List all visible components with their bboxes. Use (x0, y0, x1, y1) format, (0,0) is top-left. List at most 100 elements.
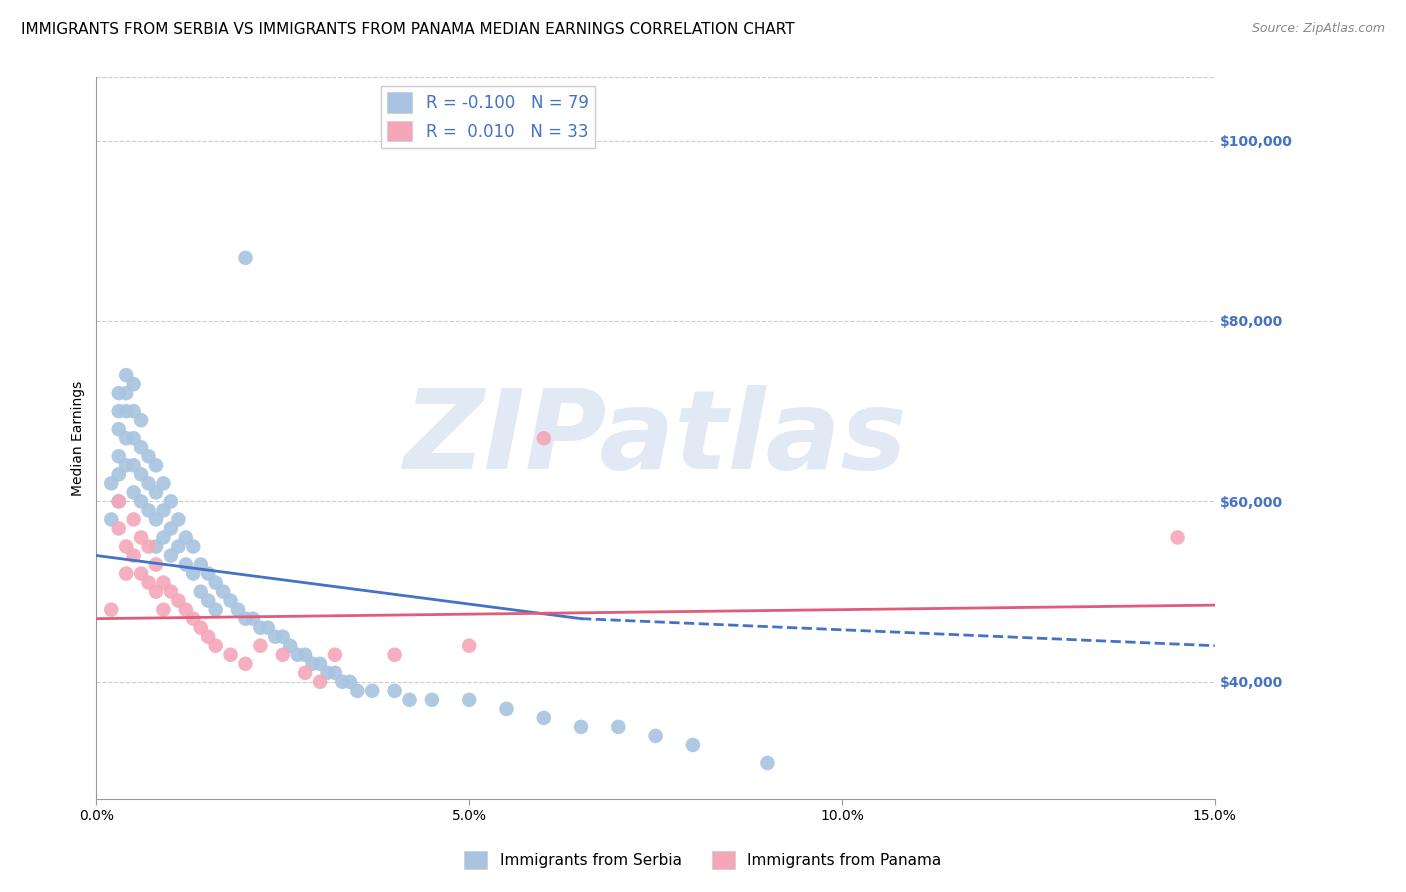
Point (316, 665, 339, 680)
Point (122, 458, 145, 473)
Point (458, 693, 481, 707)
Point (107, 521, 129, 535)
Point (115, 368, 138, 383)
Point (197, 630, 219, 644)
Point (181, 612, 204, 626)
Legend: R = -0.100   N = 79, R =  0.010   N = 33: R = -0.100 N = 79, R = 0.010 N = 33 (381, 86, 595, 148)
Point (756, 756, 779, 770)
Point (129, 531, 152, 545)
Point (249, 639, 271, 653)
Text: IMMIGRANTS FROM SERBIA VS IMMIGRANTS FROM PANAMA MEDIAN EARNINGS CORRELATION CHA: IMMIGRANTS FROM SERBIA VS IMMIGRANTS FRO… (21, 22, 794, 37)
Point (107, 386, 129, 401)
Point (278, 639, 301, 653)
Point (323, 665, 346, 680)
Point (107, 494, 129, 508)
Text: ZIPatlas: ZIPatlas (404, 384, 907, 491)
Point (190, 621, 212, 635)
Point (145, 540, 167, 554)
Point (167, 593, 190, 607)
Point (204, 602, 226, 616)
Point (458, 639, 481, 653)
Point (219, 648, 242, 662)
Point (145, 512, 167, 526)
Point (129, 467, 152, 482)
Point (249, 621, 271, 635)
Point (420, 693, 443, 707)
Point (122, 512, 145, 526)
Point (607, 720, 630, 734)
Point (100, 476, 122, 491)
Point (301, 657, 323, 671)
Point (145, 458, 167, 473)
Point (122, 431, 145, 445)
Point (107, 450, 129, 464)
Point (181, 566, 204, 581)
Point (145, 558, 167, 572)
Point (129, 494, 152, 508)
Point (115, 431, 138, 445)
Point (115, 458, 138, 473)
Point (197, 566, 219, 581)
Point (384, 648, 406, 662)
Point (174, 558, 197, 572)
Point (533, 431, 555, 445)
Point (115, 404, 138, 418)
Point (115, 386, 138, 401)
Point (235, 251, 257, 265)
Point (115, 540, 138, 554)
Point (264, 630, 287, 644)
Point (235, 657, 257, 671)
Point (107, 467, 129, 482)
Point (257, 621, 280, 635)
Point (152, 575, 174, 590)
Point (174, 602, 197, 616)
Point (122, 404, 145, 418)
Point (100, 602, 122, 616)
Point (1167, 531, 1189, 545)
Point (160, 521, 183, 535)
Point (174, 531, 197, 545)
Point (271, 630, 294, 644)
Point (294, 665, 316, 680)
Point (138, 503, 160, 517)
Point (644, 729, 666, 743)
Point (569, 720, 592, 734)
Point (138, 476, 160, 491)
Point (384, 683, 406, 698)
Point (190, 584, 212, 599)
Point (152, 602, 174, 616)
Point (181, 540, 204, 554)
Point (122, 549, 145, 563)
Point (235, 612, 257, 626)
Point (495, 702, 517, 716)
Point (145, 584, 167, 599)
Point (107, 404, 129, 418)
Point (212, 584, 235, 599)
Point (204, 575, 226, 590)
Point (332, 674, 354, 689)
Point (219, 593, 242, 607)
Point (190, 558, 212, 572)
Point (361, 683, 384, 698)
Point (287, 648, 309, 662)
Point (100, 512, 122, 526)
Point (115, 566, 138, 581)
Point (122, 485, 145, 500)
Point (138, 540, 160, 554)
Point (152, 476, 174, 491)
Point (122, 377, 145, 392)
Point (160, 584, 183, 599)
Point (226, 602, 249, 616)
Point (138, 575, 160, 590)
Y-axis label: Median Earnings: Median Earnings (72, 381, 86, 496)
Point (167, 512, 190, 526)
Point (167, 540, 190, 554)
Point (160, 494, 183, 508)
Point (323, 648, 346, 662)
Point (129, 440, 152, 454)
Point (682, 738, 704, 752)
Point (339, 674, 361, 689)
Point (271, 648, 294, 662)
Point (129, 413, 152, 427)
Point (398, 693, 420, 707)
